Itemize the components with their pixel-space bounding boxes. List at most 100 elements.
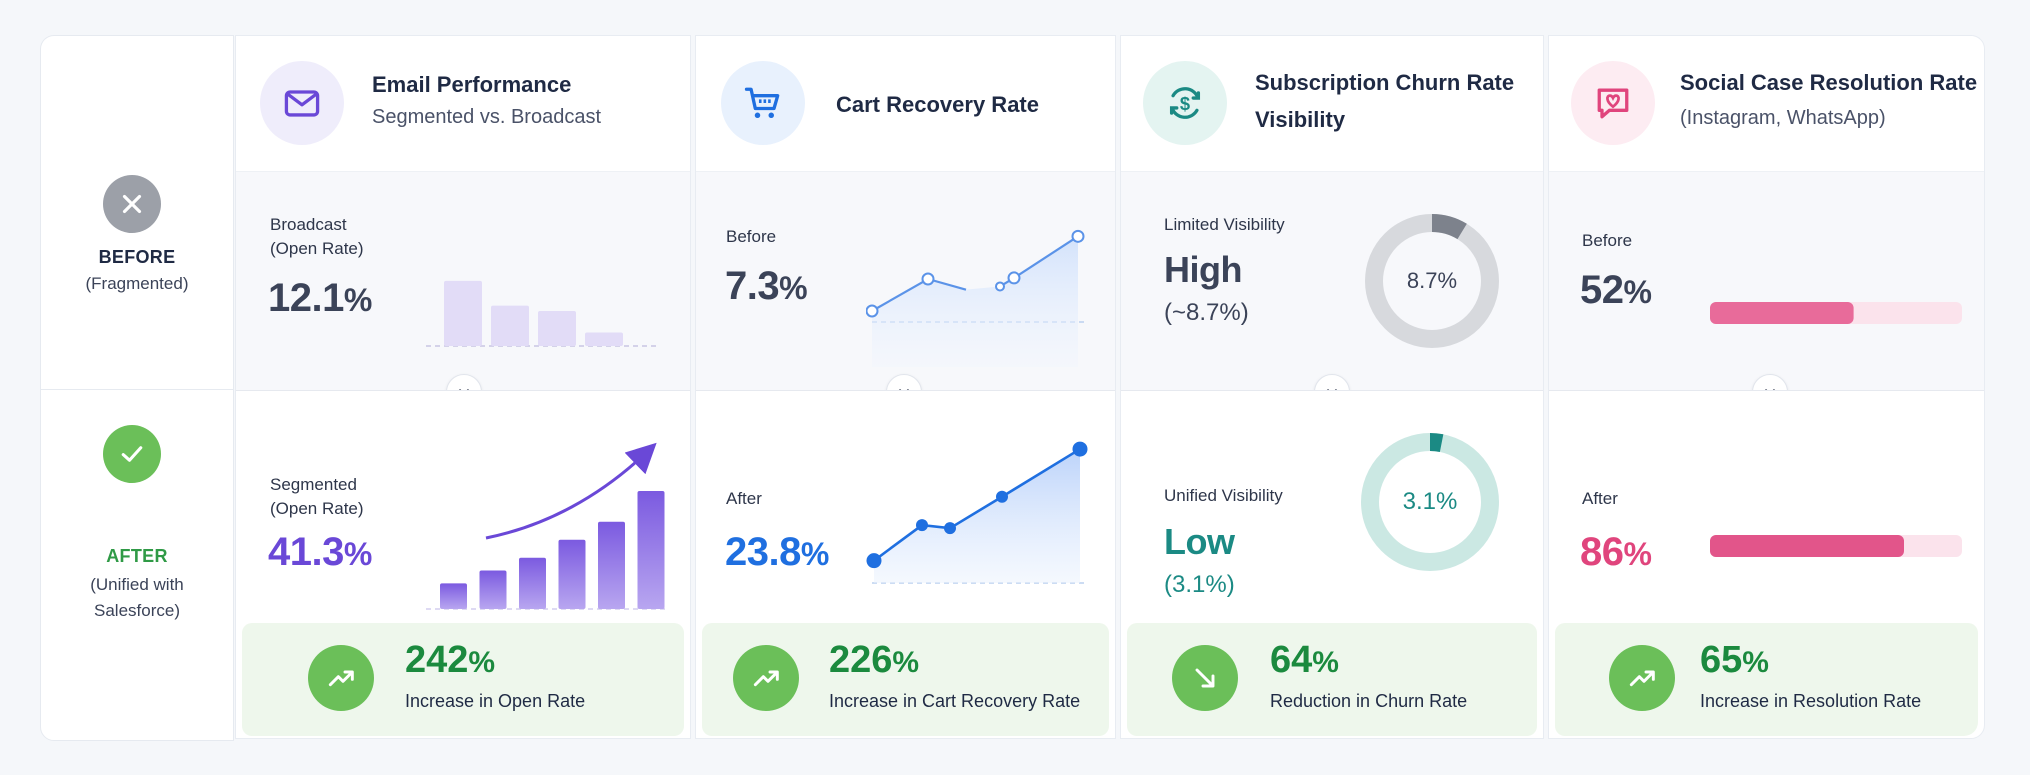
- trend-up-icon: [1609, 645, 1675, 711]
- social-case-resolution-column: Social Case Resolution Rate (Instagram, …: [1548, 35, 1985, 739]
- before-label: Before: [726, 227, 777, 246]
- result-footer: 226% Increase in Cart Recovery Rate: [702, 623, 1109, 736]
- before-label: Before: [1582, 231, 1633, 250]
- trend-arrow: [485, 442, 657, 540]
- before-value: 52%: [1580, 268, 1652, 312]
- before-label: Limited Visibility: [1164, 215, 1285, 234]
- cart-recovery-column: Cart Recovery Rate Before 7.3% After 23.…: [695, 35, 1116, 739]
- column-header: Cart Recovery Rate: [696, 36, 1115, 171]
- result-value: 64%: [1270, 639, 1339, 681]
- before-band: Before 52%: [1549, 171, 1984, 391]
- bar: [479, 570, 507, 609]
- data-point: [1072, 441, 1088, 457]
- after-label: Unified Visibility: [1164, 486, 1283, 505]
- data-point: [944, 522, 956, 535]
- before-label-line1: Broadcast: [270, 215, 347, 234]
- envelope-icon: [260, 61, 344, 145]
- donut-label: 8.7%: [1407, 268, 1457, 293]
- data-point: [916, 519, 928, 532]
- result-footer: 242% Increase in Open Rate: [242, 623, 684, 736]
- data-point: [1071, 229, 1085, 243]
- before-row-label: BEFORE (Fragmented): [40, 35, 234, 390]
- after-label-line1: Segmented: [270, 475, 357, 494]
- broadcast-bar-chart: [426, 280, 658, 347]
- before-band: Before 7.3%: [696, 171, 1115, 391]
- column-header: Social Case Resolution Rate (Instagram, …: [1549, 36, 1984, 171]
- donut-segment: [1365, 214, 1499, 348]
- after-value: 86%: [1580, 530, 1652, 574]
- trend-down-icon: [1172, 645, 1238, 711]
- progress-fill: [1710, 302, 1854, 324]
- column-subtitle: Segmented vs. Broadcast: [372, 106, 602, 128]
- trend-up-icon: [308, 645, 374, 711]
- result-value: 242%: [405, 639, 496, 681]
- bar: [585, 332, 623, 346]
- after-label: After: [1582, 489, 1618, 508]
- donut-label: 3.1%: [1403, 488, 1458, 515]
- column-title: Social Case Resolution Rate: [1680, 70, 1978, 95]
- bar: [637, 491, 665, 609]
- bar: [444, 280, 482, 346]
- churn-before-donut: 8.7%: [1365, 214, 1499, 348]
- result-value: 65%: [1700, 639, 1769, 681]
- after-band: After 23.8%: [696, 390, 1115, 620]
- after-label-line2: (Open Rate): [270, 499, 364, 518]
- data-point: [866, 553, 882, 569]
- before-subvalue: (~8.7%): [1164, 299, 1249, 326]
- before-value: 7.3%: [725, 264, 808, 308]
- before-title: BEFORE: [98, 247, 176, 267]
- before-band: Limited Visibility High (~8.7%) 8.7%: [1121, 171, 1543, 391]
- before-label-line2: (Open Rate): [270, 239, 364, 258]
- cart-after-line-chart: [866, 441, 1088, 584]
- result-footer: 65% Increase in Resolution Rate: [1555, 623, 1978, 736]
- result-label: Increase in Resolution Rate: [1700, 691, 1922, 711]
- before-band: Broadcast (Open Rate) 12.1%: [236, 171, 690, 391]
- after-row-label: AFTER (Unified with Salesforce): [40, 389, 234, 741]
- churn-after-donut: 3.1%: [1361, 433, 1499, 571]
- after-subtitle-line2: Salesforce): [94, 601, 180, 620]
- after-band: Unified Visibility Low (3.1%) 3.1%: [1121, 390, 1543, 620]
- before-value: High: [1164, 249, 1242, 290]
- progress-fill: [1710, 535, 1904, 557]
- after-value: 41.3%: [268, 530, 372, 574]
- subscription-churn-column: $ Subscription Churn Rate Visibility Lim…: [1120, 35, 1544, 739]
- donut-segment: [1361, 433, 1499, 571]
- column-subtitle: (Instagram, WhatsApp): [1680, 107, 1886, 129]
- bar: [558, 539, 586, 609]
- after-label: After: [726, 489, 762, 508]
- column-header: $ Subscription Churn Rate Visibility: [1121, 36, 1543, 171]
- cart-icon: [721, 61, 805, 145]
- x-icon: [103, 175, 161, 233]
- column-header: Email Performance Segmented vs. Broadcas…: [236, 36, 690, 171]
- svg-text:$: $: [1180, 93, 1190, 114]
- resolution-before-bar: [1710, 302, 1962, 324]
- after-title: AFTER: [106, 546, 168, 566]
- comparison-board: BEFORE (Fragmented) AFTER (Unified with …: [40, 35, 1985, 741]
- before-value: 12.1%: [268, 276, 372, 320]
- chat-heart-icon: [1571, 61, 1655, 145]
- resolution-after-bar: [1710, 535, 1962, 557]
- email-performance-column: Email Performance Segmented vs. Broadcas…: [235, 35, 691, 739]
- segmented-bar-chart: [426, 442, 666, 610]
- data-point: [995, 281, 1005, 292]
- column-title: Email Performance: [372, 72, 572, 97]
- area-fill: [874, 449, 1080, 583]
- after-value: 23.8%: [725, 530, 829, 574]
- bar: [440, 583, 467, 609]
- trend-up-icon: [733, 645, 799, 711]
- result-footer: 64% Reduction in Churn Rate: [1127, 623, 1537, 736]
- bar: [598, 521, 625, 609]
- data-point: [866, 304, 879, 318]
- data-point: [1007, 271, 1021, 285]
- data-point: [921, 272, 935, 286]
- bar: [538, 311, 576, 346]
- result-value: 226%: [829, 639, 920, 681]
- after-subtitle-line1: (Unified with: [90, 575, 184, 594]
- column-title-line2: Visibility: [1255, 107, 1346, 132]
- bar: [519, 557, 546, 609]
- before-subtitle: (Fragmented): [85, 274, 189, 293]
- data-point: [996, 490, 1008, 503]
- after-subvalue: (3.1%): [1164, 571, 1235, 598]
- result-label: Increase in Open Rate: [405, 691, 586, 711]
- column-title-line1: Subscription Churn Rate: [1255, 70, 1515, 95]
